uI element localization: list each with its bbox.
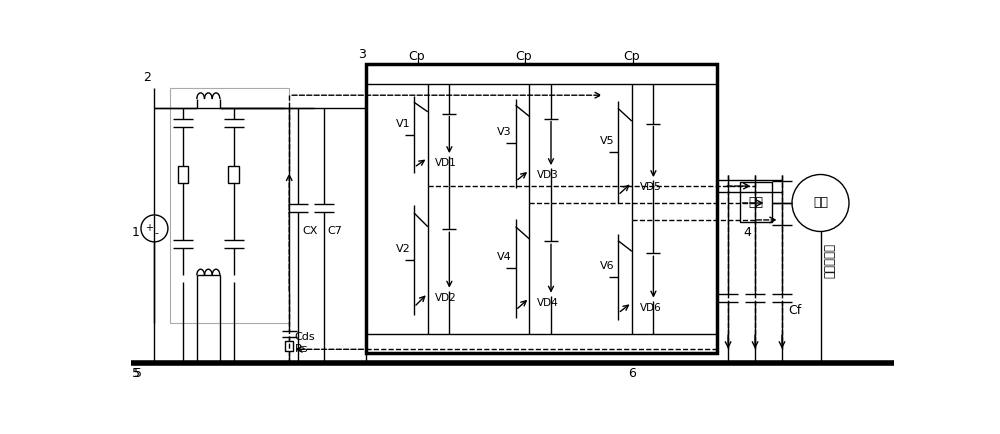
Text: 1: 1: [131, 226, 139, 239]
Text: Rs: Rs: [295, 344, 308, 354]
Bar: [228, 166, 239, 183]
Text: 电缆: 电缆: [748, 196, 763, 209]
Text: 3: 3: [358, 48, 366, 61]
Text: VD5: VD5: [639, 182, 661, 192]
Bar: [740, 182, 772, 222]
Text: 4: 4: [744, 226, 751, 239]
Text: V1: V1: [395, 118, 410, 129]
Text: V4: V4: [497, 252, 512, 262]
Text: Cp: Cp: [624, 50, 640, 63]
Text: 6: 6: [628, 367, 636, 380]
Text: V2: V2: [395, 244, 410, 254]
Text: 负载: 负载: [813, 197, 828, 210]
Text: V5: V5: [600, 136, 614, 146]
Text: VD1: VD1: [435, 158, 457, 168]
Text: Cds: Cds: [295, 332, 315, 342]
Text: -: -: [155, 228, 159, 238]
Text: VD3: VD3: [537, 171, 559, 181]
Bar: [285, 341, 293, 351]
Text: CX: CX: [302, 226, 318, 236]
Text: 5: 5: [134, 367, 142, 380]
Text: V6: V6: [600, 261, 614, 271]
Text: VD2: VD2: [435, 293, 457, 303]
Text: VD6: VD6: [639, 303, 661, 313]
Text: V3: V3: [497, 127, 512, 137]
Bar: [366, 64, 717, 353]
Text: 5: 5: [132, 367, 140, 380]
Text: 2: 2: [143, 72, 151, 85]
Text: +: +: [145, 223, 153, 233]
Bar: [170, 88, 289, 323]
Bar: [178, 166, 188, 183]
Text: Cp: Cp: [516, 50, 532, 63]
Text: Cp: Cp: [408, 50, 425, 63]
Text: Cf: Cf: [788, 304, 801, 317]
Text: VD4: VD4: [537, 298, 559, 308]
Text: C7: C7: [328, 226, 343, 236]
Text: 压缩机地线: 压缩机地线: [823, 243, 836, 279]
